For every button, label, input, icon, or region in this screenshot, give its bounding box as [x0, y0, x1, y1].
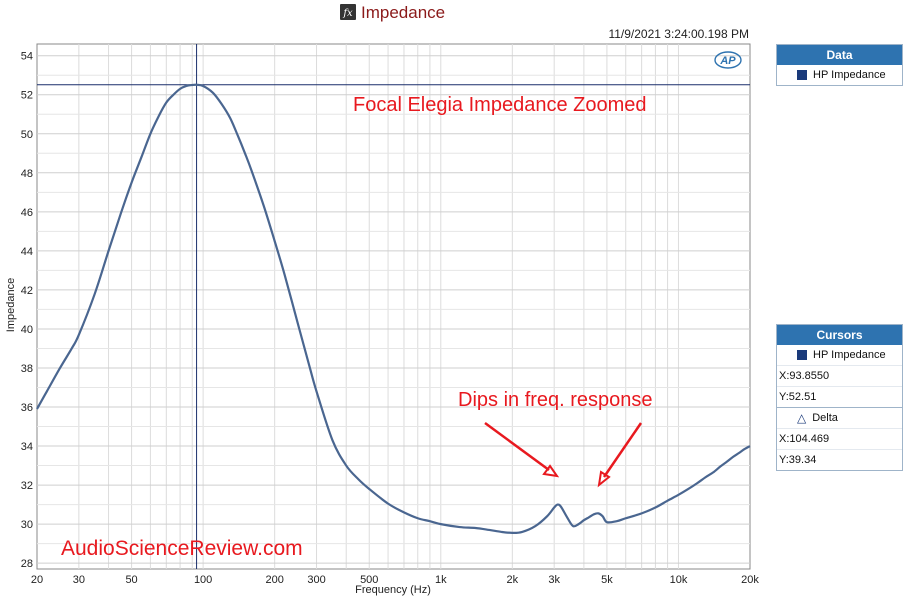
- timestamp: 11/9/2021 3:24:00.198 PM: [608, 27, 749, 41]
- y-tick-labels: 28 30 32 34 36 38 40 42 44 46 48 50 52 54: [21, 51, 33, 570]
- y-tick-label: 42: [21, 285, 33, 297]
- cursor-trace-item[interactable]: HP Impedance: [777, 345, 902, 365]
- y-tick-label: 50: [21, 129, 33, 141]
- y-axis-label: Impedance: [5, 278, 17, 332]
- delta-item[interactable]: △ Delta: [777, 407, 902, 428]
- y-tick-label: 38: [21, 363, 33, 375]
- cursor-swatch: [797, 350, 807, 360]
- arrow-left-annotation: [484, 421, 560, 478]
- cursor-trace-label: HP Impedance: [813, 349, 886, 361]
- x-tick-labels: 20 30 50 100 200 300 500 1k 2k 3k 5k 10k 20k: [31, 574, 759, 586]
- x-tick-label: 300: [307, 574, 325, 586]
- y-tick-label: 30: [21, 519, 33, 531]
- y-tick-label: 54: [21, 51, 33, 63]
- x-tick-label: 20: [31, 574, 43, 586]
- y-tick-label: 46: [21, 207, 33, 219]
- x-tick-label: 100: [194, 574, 212, 586]
- x-tick-label: 50: [125, 574, 137, 586]
- y-tick-label: 36: [21, 402, 33, 414]
- cursors-panel: Cursors HP Impedance X:93.8550 Y:52.51 △…: [776, 324, 903, 471]
- x-tick-label: 30: [73, 574, 85, 586]
- grid: [37, 44, 750, 569]
- data-panel-header[interactable]: Data: [777, 45, 902, 65]
- legend-item-hp-impedance[interactable]: HP Impedance: [777, 65, 902, 85]
- x-tick-label: 500: [360, 574, 378, 586]
- x-axis-label: Frequency (Hz): [355, 584, 431, 596]
- cursor-crosshair[interactable]: [37, 44, 750, 569]
- cursors-panel-header[interactable]: Cursors: [777, 325, 902, 345]
- arrow-right-annotation: [597, 422, 643, 488]
- x-tick-label: 5k: [601, 574, 613, 586]
- y-tick-label: 44: [21, 246, 33, 258]
- x-tick-label: 20k: [741, 574, 759, 586]
- y-tick-label: 32: [21, 480, 33, 492]
- watermark: AudioScienceReview.com: [61, 537, 303, 560]
- legend-label: HP Impedance: [813, 69, 886, 81]
- cursor-y-readout: Y:52.51: [777, 386, 902, 407]
- delta-icon: △: [797, 411, 807, 425]
- delta-label: Delta: [812, 412, 838, 424]
- y-tick-label: 34: [21, 441, 33, 453]
- headline-annotation: Focal Elegia Impedance Zoomed: [353, 94, 647, 116]
- dips-annotation: Dips in freq. response: [458, 389, 653, 411]
- plot-area[interactable]: [36, 43, 751, 570]
- svg-text:fx: fx: [342, 8, 353, 19]
- data-panel: Data HP Impedance: [776, 44, 903, 86]
- y-tick-label: 52: [21, 90, 33, 102]
- x-tick-label: 1k: [435, 574, 447, 586]
- y-tick-label: 28: [21, 558, 33, 570]
- ap-logo-text: AP: [719, 55, 736, 67]
- x-tick-label: 10k: [670, 574, 688, 586]
- ap-logo-icon: AP: [714, 51, 742, 69]
- x-tick-label: 3k: [548, 574, 560, 586]
- series-hp-impedance-line: [36, 83, 751, 534]
- delta-y-readout: Y:39.34: [777, 449, 902, 470]
- fx-icon[interactable]: fx: [340, 4, 356, 20]
- x-tick-label: 2k: [507, 574, 519, 586]
- y-tick-label: 48: [21, 168, 33, 180]
- delta-x-readout: X:104.469: [777, 428, 902, 449]
- chart-title: Impedance: [361, 3, 445, 22]
- cursor-x-readout: X:93.8550: [777, 365, 902, 386]
- x-tick-label: 200: [265, 574, 283, 586]
- y-tick-label: 40: [21, 324, 33, 336]
- series-swatch: [797, 70, 807, 80]
